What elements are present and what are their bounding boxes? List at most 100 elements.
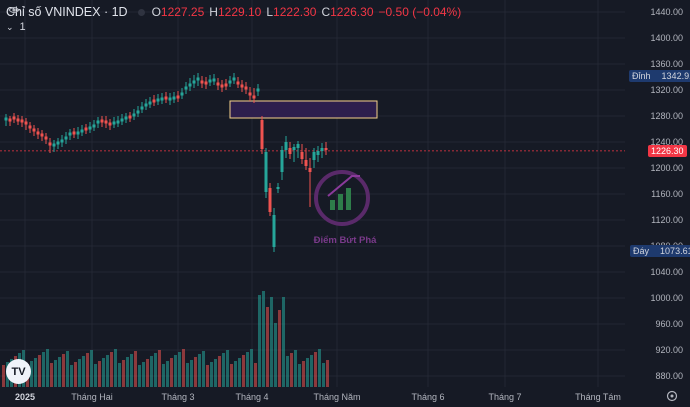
price-axis-tick: 1040.00 (650, 267, 683, 277)
candle-body (44, 136, 48, 140)
volume-bar (118, 363, 121, 387)
candle-body (84, 127, 88, 131)
price-axis-tick: 1200.00 (650, 163, 683, 173)
candle-body (20, 119, 24, 123)
candle-body (36, 131, 40, 135)
indicator-count: 1 (19, 21, 26, 33)
candle-body (92, 124, 96, 128)
volume-bar (90, 350, 93, 387)
candle-body (104, 120, 108, 124)
volume-bar (2, 365, 5, 387)
candle-body (252, 95, 256, 99)
volume-bar (226, 350, 229, 387)
volume-bar (62, 354, 65, 387)
symbol-title[interactable]: Chỉ số VNINDEX · 1D (6, 5, 128, 19)
volume-bar (210, 362, 213, 387)
volume-bar (86, 353, 89, 387)
candle-body (220, 84, 224, 88)
candle-body (216, 82, 220, 86)
watermark-text: Điểm Bứt Phá (314, 235, 378, 246)
volume-bar (58, 357, 61, 387)
candle-body (96, 120, 100, 124)
indicator-toggle[interactable]: ⌄ 1 (6, 21, 26, 33)
volume-bar (154, 353, 157, 387)
volume-bar (190, 360, 193, 387)
candle-body (132, 113, 136, 117)
candle-body (172, 96, 176, 100)
watermark-bar-icon (346, 188, 351, 210)
candle-body (296, 144, 300, 148)
peak-label-text: Đỉnh (632, 71, 651, 81)
price-axis-tick: 960.00 (655, 319, 683, 329)
candle-body (164, 96, 168, 100)
candle-body (100, 119, 104, 123)
volume-bar (122, 360, 125, 387)
volume-bar (82, 356, 85, 387)
candle-body (180, 92, 184, 96)
volume-bar (286, 356, 289, 387)
volume-bar (254, 363, 257, 387)
candle-body (32, 128, 36, 132)
candle-body (64, 136, 68, 140)
volume-bar (46, 349, 49, 387)
low-value: 1222.30 (273, 5, 317, 19)
time-axis-tick: Tháng Năm (313, 392, 360, 402)
close-label: C (321, 5, 331, 19)
volume-bar (262, 291, 265, 387)
volume-bar (174, 355, 177, 387)
volume-bar (206, 365, 209, 387)
candle-body (52, 143, 56, 147)
bottom-label-text: Đáy (633, 246, 650, 256)
peak-label: Đỉnh 1342.91 (629, 70, 690, 82)
candle-body (196, 77, 200, 81)
time-axis-tick: Tháng 3 (161, 392, 194, 402)
current-price-value: 1226.30 (651, 146, 684, 156)
volume-bar (198, 354, 201, 387)
tradingview-logo-icon[interactable]: TV (6, 359, 31, 384)
candle-body (28, 125, 32, 129)
volume-bar (126, 357, 129, 387)
candle-body (276, 187, 280, 189)
price-axis-tick: 1000.00 (650, 293, 683, 303)
resistance-zone-box (229, 100, 378, 119)
candle-body (144, 103, 148, 107)
price-axis-tick: 1320.00 (650, 85, 683, 95)
high-value: 1229.10 (217, 5, 262, 19)
volume-bar (66, 351, 69, 387)
low-label: L (266, 5, 274, 19)
volume-bar (34, 358, 37, 387)
candle-body (152, 99, 156, 103)
volume-bar (106, 355, 109, 387)
volume-bar (158, 350, 161, 387)
candle-body (236, 81, 240, 85)
candle-body (156, 98, 160, 102)
eye-icon[interactable] (8, 4, 20, 16)
candle-body (136, 110, 140, 114)
candle-body (88, 126, 92, 130)
volume-bar (218, 356, 221, 387)
candle-body (76, 131, 80, 135)
candle-body (256, 88, 260, 92)
volume-bar (238, 358, 241, 387)
volume-bar (326, 360, 329, 387)
candle-body (108, 122, 112, 126)
gear-icon[interactable] (666, 390, 678, 402)
volume-bar (266, 307, 269, 387)
peak-label-value: 1342.91 (661, 71, 690, 81)
open-label: O (151, 5, 161, 19)
volume-bar (246, 352, 249, 387)
candle-body (324, 148, 328, 150)
candle-body (12, 116, 16, 120)
change-value: −0.50 (−0.04%) (378, 5, 462, 19)
volume-bar (250, 349, 253, 387)
chevron-down-icon[interactable]: ⌄ (6, 21, 14, 32)
candle-body (72, 131, 76, 135)
volume-bar (274, 323, 277, 387)
open-value: 1227.25 (160, 5, 205, 19)
candle-body (312, 152, 316, 160)
candle-body (212, 78, 216, 82)
candle-body (240, 84, 244, 88)
candle-body (16, 118, 20, 122)
